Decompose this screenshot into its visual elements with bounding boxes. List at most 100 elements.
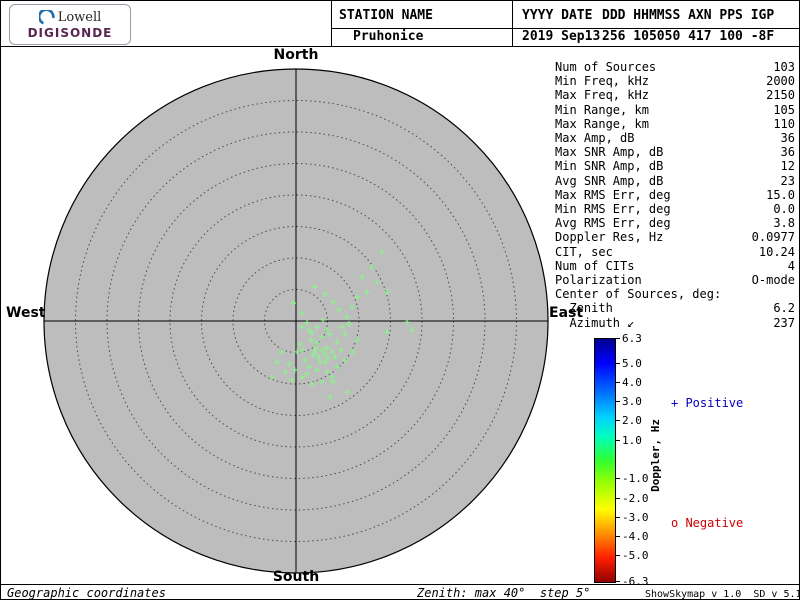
source-point: [344, 314, 350, 320]
stat-value: 105: [773, 102, 795, 117]
footer-top-border: [1, 584, 799, 585]
source-point: [286, 361, 292, 367]
source-point: [314, 340, 320, 346]
stat-label: Doppler Res, Hz: [555, 230, 664, 245]
circle-marker-icon: o: [671, 516, 679, 530]
stat-label: Center of Sources, deg:: [555, 287, 722, 302]
stat-row: Max Freq, kHz 2150: [555, 88, 795, 102]
stat-row: Max RMS Err, deg 15.0: [555, 188, 795, 202]
colorbar-tick-label: -3.0: [622, 510, 649, 524]
legend-negative: o Negative: [671, 516, 743, 530]
source-point: [325, 355, 331, 361]
stat-value: 237: [773, 315, 795, 330]
stat-value: O-mode: [751, 273, 795, 288]
stats-list: Num of Sources 103 Min Freq, kHz 2000 Max Fr…: [555, 60, 795, 330]
colorbar-tick: [616, 555, 620, 557]
logo-row: Lowell: [38, 9, 101, 26]
source-point: [324, 327, 330, 333]
source-point: [338, 347, 344, 353]
source-point: [302, 357, 308, 363]
stat-value: 3.8: [773, 216, 795, 231]
stat-row: Max SNR Amp, dB 36: [555, 145, 795, 159]
source-point: [299, 374, 305, 380]
colorbar-tick: [616, 497, 620, 499]
legend-positive-label: Positive: [678, 396, 744, 410]
header-bottom-border: [1, 46, 799, 47]
source-point: [332, 354, 338, 360]
stat-label: Min RMS Err, deg: [555, 202, 671, 217]
stat-row: Num of CITs 4: [555, 259, 795, 273]
source-point: [322, 351, 328, 357]
lowell-digisonde-logo: Lowell DIGISONDE: [9, 4, 131, 45]
stat-row: Max Amp, dB 36: [555, 131, 795, 145]
colorbar-tick: [616, 381, 620, 383]
source-point: [379, 249, 385, 255]
source-point: [297, 341, 303, 347]
source-point: [313, 345, 319, 351]
stat-label: Zenith: [555, 301, 613, 316]
source-point: [384, 289, 390, 295]
params-value: 256 105050 417 100 -8F: [602, 29, 775, 44]
stat-label: Min SNR Amp, dB: [555, 159, 664, 174]
colorbar-tick-label: 3.0: [622, 395, 642, 409]
date-header: YYYY DATE: [522, 8, 593, 23]
stat-row: Polarization O-mode: [555, 273, 795, 287]
stat-value: 12: [780, 159, 795, 174]
stat-label: Max Amp, dB: [555, 131, 635, 146]
stat-value: 2000: [766, 74, 795, 89]
footer-zenith-range-label: Zenith: max 40° step 5°: [417, 586, 591, 600]
stat-label: Azimuth ↙: [555, 315, 635, 330]
plus-marker-icon: +: [671, 396, 679, 410]
source-point: [336, 307, 342, 313]
source-point: [282, 369, 288, 375]
legend-positive: + Positive: [671, 396, 743, 410]
source-point: [314, 367, 320, 373]
stat-value: 10.24: [758, 244, 795, 259]
source-point: [327, 394, 333, 400]
colorbar-tick: [616, 478, 620, 480]
source-point: [327, 331, 333, 337]
stat-row: Zenith 6.2: [555, 301, 795, 315]
stat-row: Doppler Res, Hz 0.0977: [555, 230, 795, 244]
stat-label: Min Range, km: [555, 102, 649, 117]
stat-label: Num of CITs: [555, 258, 635, 273]
stat-label: Min Freq, kHz: [555, 74, 649, 89]
colorbar-tick: [616, 516, 620, 518]
compass-west: West: [6, 305, 46, 321]
stat-label: Avg SNR Amp, dB: [555, 173, 664, 188]
colorbar-tick-label: 4.0: [622, 375, 642, 389]
stat-value: 6.2: [773, 301, 795, 316]
stat-value: 36: [780, 145, 795, 160]
colorbar-tick-label: -6.3: [622, 574, 649, 588]
source-point: [409, 327, 415, 333]
source-point: [309, 330, 315, 336]
stat-value: 4: [787, 258, 795, 273]
stat-row: Min SNR Amp, dB 12: [555, 159, 795, 173]
stat-value: 2150: [766, 88, 795, 103]
source-point: [269, 374, 275, 380]
source-point: [349, 349, 355, 355]
logo-digisonde-text: DIGISONDE: [27, 25, 113, 40]
source-point: [299, 324, 305, 330]
colorbar-tick: [616, 580, 620, 582]
stat-label: Num of Sources: [555, 60, 657, 74]
source-point: [349, 304, 355, 310]
source-point: [274, 359, 280, 365]
source-point: [320, 317, 326, 323]
legend-negative-label: Negative: [678, 516, 744, 530]
colorbar-tick: [616, 439, 620, 441]
stat-value: 23: [780, 173, 795, 188]
params-header: DDD HHMMSS AXN PPS IGP: [602, 8, 775, 23]
source-point: [316, 354, 322, 360]
colorbar-tick-label: -5.0: [622, 549, 649, 563]
stat-label: Max SNR Amp, dB: [555, 145, 664, 160]
header-divider-1: [331, 1, 332, 46]
source-point: [290, 300, 296, 306]
stat-row: CIT, sec 10.24: [555, 245, 795, 259]
colorbar-tick: [616, 420, 620, 422]
source-point: [306, 327, 312, 333]
source-point: [299, 310, 305, 316]
stat-row: Min RMS Err, deg 0.0: [555, 202, 795, 216]
source-point: [369, 264, 375, 270]
